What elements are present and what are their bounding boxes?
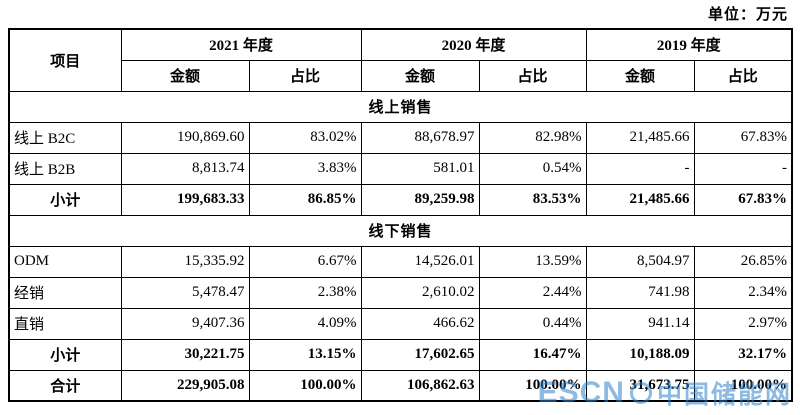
amount-cell: 741.98 bbox=[585, 276, 695, 309]
amount-cell: 190,869.60 bbox=[120, 121, 250, 154]
subheader-ratio: 占比 bbox=[248, 59, 362, 92]
ratio-cell: - bbox=[693, 152, 793, 185]
row-label: 直销 bbox=[8, 307, 122, 340]
row-label: 合计 bbox=[8, 369, 122, 402]
amount-cell: 466.62 bbox=[360, 307, 480, 340]
row-label: 经销 bbox=[8, 276, 122, 309]
year-header-2020: 2020 年度 bbox=[360, 28, 587, 61]
row-label: 小计 bbox=[8, 338, 122, 371]
row-label: ODM bbox=[8, 245, 122, 278]
ratio-cell: 32.17% bbox=[693, 338, 793, 371]
subheader-amount: 金额 bbox=[120, 59, 250, 92]
ratio-cell: 0.54% bbox=[478, 152, 587, 185]
table-row-grand-total: 合计 229,905.08 100.00% 106,862.63 100.00%… bbox=[8, 369, 793, 402]
ratio-cell: 83.02% bbox=[248, 121, 362, 154]
ratio-cell: 0.44% bbox=[478, 307, 587, 340]
ratio-cell: 2.97% bbox=[693, 307, 793, 340]
amount-cell: 21,485.66 bbox=[585, 183, 695, 216]
subheader-ratio: 占比 bbox=[478, 59, 587, 92]
ratio-cell: 100.00% bbox=[248, 369, 362, 402]
ratio-cell: 26.85% bbox=[693, 245, 793, 278]
year-header-2019: 2019 年度 bbox=[585, 28, 793, 61]
amount-cell: 8,813.74 bbox=[120, 152, 250, 185]
amount-cell: 581.01 bbox=[360, 152, 480, 185]
amount-cell: 941.14 bbox=[585, 307, 695, 340]
ratio-cell: 16.47% bbox=[478, 338, 587, 371]
amount-cell: 88,678.97 bbox=[360, 121, 480, 154]
table-row-direct-sales: 直销 9,407.36 4.09% 466.62 0.44% 941.14 2.… bbox=[8, 307, 793, 340]
amount-cell: 8,504.97 bbox=[585, 245, 695, 278]
table-row-offline-subtotal: 小计 30,221.75 13.15% 17,602.65 16.47% 10,… bbox=[8, 338, 793, 371]
amount-cell: 30,221.75 bbox=[120, 338, 250, 371]
amount-cell: 31,673.75 bbox=[585, 369, 695, 402]
amount-cell: 21,485.66 bbox=[585, 121, 695, 154]
ratio-cell: 13.59% bbox=[478, 245, 587, 278]
column-header-item: 项目 bbox=[8, 28, 122, 92]
ratio-cell: 82.98% bbox=[478, 121, 587, 154]
amount-cell: 2,610.02 bbox=[360, 276, 480, 309]
amount-cell: 89,259.98 bbox=[360, 183, 480, 216]
ratio-cell: 3.83% bbox=[248, 152, 362, 185]
amount-cell: 229,905.08 bbox=[120, 369, 250, 402]
row-label: 小计 bbox=[8, 183, 122, 216]
year-header-2021: 2021 年度 bbox=[120, 28, 362, 61]
table-row-online-subtotal: 小计 199,683.33 86.85% 89,259.98 83.53% 21… bbox=[8, 183, 793, 216]
ratio-cell: 13.15% bbox=[248, 338, 362, 371]
ratio-cell: 83.53% bbox=[478, 183, 587, 216]
ratio-cell: 2.38% bbox=[248, 276, 362, 309]
ratio-cell: 2.44% bbox=[478, 276, 587, 309]
subheader-amount: 金额 bbox=[585, 59, 695, 92]
section-label: 线下销售 bbox=[8, 214, 793, 247]
ratio-cell: 86.85% bbox=[248, 183, 362, 216]
ratio-cell: 4.09% bbox=[248, 307, 362, 340]
row-label: 线上 B2C bbox=[8, 121, 122, 154]
amount-cell: 5,478.47 bbox=[120, 276, 250, 309]
amount-cell: 9,407.36 bbox=[120, 307, 250, 340]
ratio-cell: 100.00% bbox=[478, 369, 587, 402]
amount-cell: 15,335.92 bbox=[120, 245, 250, 278]
ratio-cell: 6.67% bbox=[248, 245, 362, 278]
section-row-online: 线上销售 bbox=[8, 90, 793, 123]
table-row-odm: ODM 15,335.92 6.67% 14,526.01 13.59% 8,5… bbox=[8, 245, 793, 278]
amount-cell: 14,526.01 bbox=[360, 245, 480, 278]
table-row-online-b2b: 线上 B2B 8,813.74 3.83% 581.01 0.54% - - bbox=[8, 152, 793, 185]
ratio-cell: 2.34% bbox=[693, 276, 793, 309]
ratio-cell: 100.00% bbox=[693, 369, 793, 402]
row-label: 线上 B2B bbox=[8, 152, 122, 185]
subheader-ratio: 占比 bbox=[693, 59, 793, 92]
unit-label: 单位：万元 bbox=[707, 7, 788, 23]
amount-cell: 106,862.63 bbox=[360, 369, 480, 402]
ratio-cell: 67.83% bbox=[693, 183, 793, 216]
subheader-amount: 金额 bbox=[360, 59, 480, 92]
section-row-offline: 线下销售 bbox=[8, 214, 793, 247]
ratio-cell: 67.83% bbox=[693, 121, 793, 154]
header-row-metrics: 金额 占比 金额 占比 金额 占比 bbox=[9, 59, 793, 92]
amount-cell: - bbox=[585, 152, 695, 185]
table-row-online-b2c: 线上 B2C 190,869.60 83.02% 88,678.97 82.98… bbox=[8, 121, 793, 154]
section-label: 线上销售 bbox=[8, 90, 793, 123]
amount-cell: 17,602.65 bbox=[360, 338, 480, 371]
amount-cell: 10,188.09 bbox=[585, 338, 695, 371]
amount-cell: 199,683.33 bbox=[120, 183, 250, 216]
table-row-distribution: 经销 5,478.47 2.38% 2,610.02 2.44% 741.98 … bbox=[8, 276, 793, 309]
header-row-years: 项目 2021 年度 2020 年度 2019 年度 bbox=[8, 28, 793, 92]
sales-breakdown-table: 项目 2021 年度 2020 年度 2019 年度 金额 占比 金额 占比 金… bbox=[8, 28, 794, 402]
